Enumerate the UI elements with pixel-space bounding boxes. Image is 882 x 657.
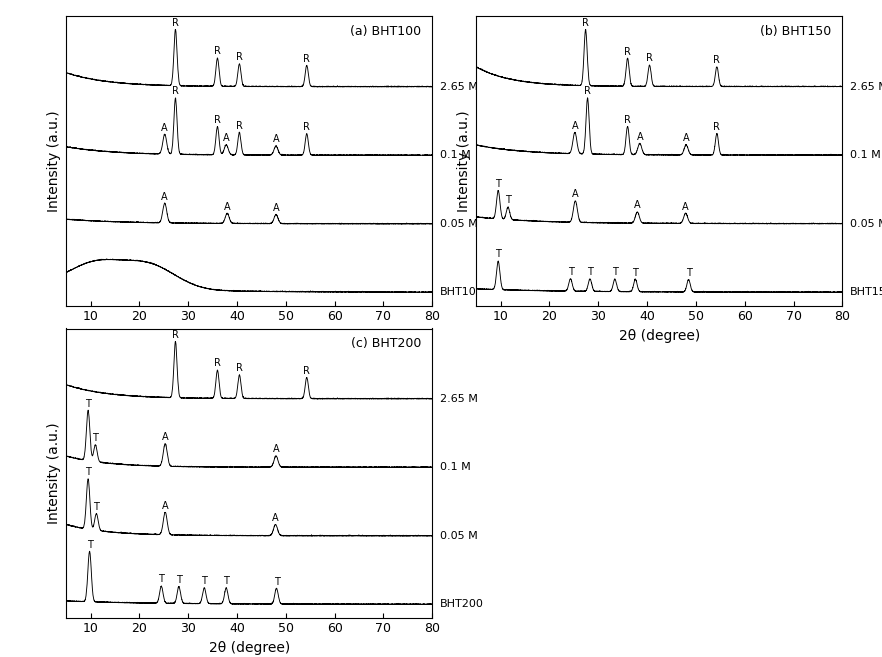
Text: T: T [496, 250, 501, 260]
Text: T: T [567, 267, 573, 277]
Text: T: T [93, 502, 100, 512]
Text: R: R [172, 18, 179, 28]
Text: R: R [303, 54, 310, 64]
Text: R: R [214, 359, 220, 369]
Text: A: A [161, 192, 168, 202]
Text: A: A [634, 200, 640, 210]
Text: T: T [201, 576, 207, 586]
Text: T: T [505, 195, 511, 205]
Text: R: R [172, 330, 179, 340]
Text: A: A [572, 189, 579, 199]
Text: R: R [582, 18, 589, 28]
Text: R: R [236, 52, 243, 62]
Text: T: T [496, 179, 501, 189]
Y-axis label: Intensity (a.u.): Intensity (a.u.) [47, 110, 61, 212]
Text: R: R [172, 87, 179, 97]
Text: T: T [612, 267, 617, 277]
Text: A: A [162, 432, 168, 442]
X-axis label: 2θ (degree): 2θ (degree) [618, 329, 700, 343]
Text: T: T [223, 576, 229, 586]
Text: A: A [273, 203, 280, 213]
Text: A: A [683, 133, 690, 143]
Text: T: T [632, 267, 639, 277]
Text: 0.1 M: 0.1 M [439, 150, 470, 160]
Text: A: A [273, 134, 280, 145]
Text: A: A [637, 131, 643, 142]
Text: BHT200: BHT200 [439, 599, 483, 609]
Text: T: T [93, 434, 99, 443]
Text: 2.65 M: 2.65 M [439, 81, 477, 91]
Text: A: A [224, 202, 230, 212]
Text: R: R [236, 120, 243, 131]
Text: R: R [624, 47, 631, 57]
Text: R: R [624, 115, 631, 125]
Text: T: T [86, 467, 91, 477]
Text: A: A [683, 202, 689, 212]
Text: (b) BHT150: (b) BHT150 [760, 25, 832, 38]
Text: (c) BHT200: (c) BHT200 [351, 337, 422, 350]
Text: (a) BHT100: (a) BHT100 [350, 25, 422, 38]
Text: A: A [572, 121, 579, 131]
Text: R: R [303, 122, 310, 132]
Y-axis label: Intensity (a.u.): Intensity (a.u.) [457, 110, 471, 212]
Text: T: T [685, 268, 691, 278]
X-axis label: 2θ (degree): 2θ (degree) [208, 641, 290, 655]
Y-axis label: Intensity (a.u.): Intensity (a.u.) [47, 422, 61, 524]
Text: A: A [273, 444, 280, 454]
Text: R: R [584, 86, 591, 96]
Text: T: T [273, 577, 280, 587]
Text: A: A [162, 501, 168, 510]
Text: R: R [214, 115, 220, 125]
Text: T: T [159, 574, 164, 585]
Text: A: A [273, 513, 279, 523]
Text: 2.65 M: 2.65 M [849, 81, 882, 91]
Text: T: T [176, 575, 182, 585]
Text: R: R [714, 55, 721, 65]
Text: 0.1 M: 0.1 M [439, 463, 470, 472]
Text: R: R [303, 366, 310, 376]
Text: BHT100: BHT100 [439, 287, 483, 297]
Text: 0.1 M: 0.1 M [849, 150, 880, 160]
Text: A: A [223, 133, 229, 143]
Text: R: R [236, 363, 243, 373]
Text: 0.05 M: 0.05 M [439, 531, 477, 541]
Text: T: T [587, 267, 593, 277]
Text: R: R [214, 47, 220, 57]
Text: T: T [86, 539, 93, 550]
Text: 0.05 M: 0.05 M [439, 219, 477, 229]
Text: A: A [161, 123, 168, 133]
Text: R: R [647, 53, 653, 64]
X-axis label: 2θ (degree): 2θ (degree) [208, 329, 290, 343]
Text: T: T [86, 399, 91, 409]
Text: 2.65 M: 2.65 M [439, 394, 477, 403]
Text: R: R [714, 122, 721, 132]
Text: 0.05 M: 0.05 M [849, 219, 882, 229]
Text: BHT150: BHT150 [849, 287, 882, 297]
